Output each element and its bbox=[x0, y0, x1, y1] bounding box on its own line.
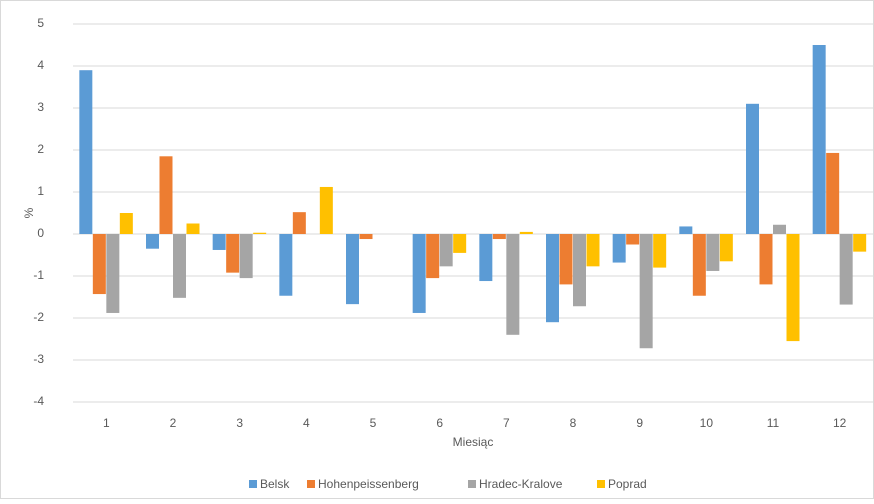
bar bbox=[839, 234, 853, 305]
x-tick-label: 12 bbox=[833, 416, 847, 430]
y-tick-label: 3 bbox=[37, 100, 44, 114]
x-tick-label: 1 bbox=[103, 416, 110, 430]
bar bbox=[692, 234, 706, 296]
legend-label: Belsk bbox=[260, 477, 290, 491]
bar bbox=[479, 234, 493, 282]
bar bbox=[612, 234, 626, 263]
bar bbox=[812, 45, 826, 234]
x-tick-label: 5 bbox=[370, 416, 377, 430]
bar bbox=[826, 152, 840, 234]
x-tick-label: 10 bbox=[700, 416, 714, 430]
x-tick-label: 3 bbox=[236, 416, 243, 430]
bar bbox=[719, 234, 733, 262]
legend-swatch bbox=[307, 480, 315, 488]
bar bbox=[559, 234, 573, 285]
legend-label: Hohenpeissenberg bbox=[318, 477, 419, 491]
bar bbox=[253, 232, 267, 234]
bar bbox=[546, 234, 559, 323]
bar bbox=[773, 224, 786, 234]
bar bbox=[492, 234, 506, 240]
legend-swatch bbox=[468, 480, 476, 488]
y-tick-label: -4 bbox=[33, 394, 44, 408]
x-axis-label: Miesiąc bbox=[453, 435, 494, 449]
legend-label: Hradec-Kralove bbox=[479, 477, 563, 491]
x-tick-label: 4 bbox=[303, 416, 310, 430]
y-tick-label: -2 bbox=[33, 310, 44, 324]
y-tick-label: 2 bbox=[37, 142, 44, 156]
bar bbox=[519, 231, 533, 234]
bar bbox=[573, 234, 586, 307]
bar bbox=[92, 234, 106, 295]
bar bbox=[212, 234, 226, 250]
bar bbox=[292, 212, 306, 234]
legend-swatch bbox=[249, 480, 257, 488]
x-tick-label: 9 bbox=[636, 416, 643, 430]
legend-label: Poprad bbox=[608, 477, 647, 491]
bar bbox=[853, 234, 867, 252]
bar bbox=[106, 234, 120, 313]
bar bbox=[319, 186, 333, 234]
bar bbox=[346, 234, 359, 305]
bar bbox=[439, 234, 453, 267]
bar bbox=[506, 234, 520, 335]
bar bbox=[159, 156, 173, 234]
bar bbox=[226, 234, 240, 273]
y-tick-label: 1 bbox=[37, 184, 44, 198]
y-tick-label: 4 bbox=[37, 58, 44, 72]
bar bbox=[186, 223, 200, 234]
bar bbox=[79, 70, 93, 234]
y-tick-label: -1 bbox=[33, 268, 44, 282]
bar bbox=[786, 234, 800, 342]
x-tick-label: 11 bbox=[767, 416, 780, 430]
y-tick-label: 0 bbox=[37, 226, 44, 240]
bar bbox=[706, 234, 720, 271]
bar bbox=[426, 234, 440, 279]
bar bbox=[639, 234, 653, 349]
bar bbox=[412, 234, 426, 313]
bar bbox=[759, 234, 773, 285]
bar bbox=[679, 226, 693, 234]
bar bbox=[586, 234, 600, 267]
bar bbox=[746, 103, 759, 234]
bar bbox=[653, 234, 667, 268]
x-tick-label: 2 bbox=[170, 416, 177, 430]
x-tick-label: 6 bbox=[436, 416, 443, 430]
y-tick-label: 5 bbox=[37, 16, 44, 30]
y-tick-label: -3 bbox=[33, 352, 44, 366]
bar bbox=[146, 234, 159, 249]
bar bbox=[173, 234, 186, 298]
bar bbox=[626, 234, 640, 245]
bar bbox=[239, 234, 253, 279]
bar bbox=[453, 234, 467, 253]
y-axis-label: % bbox=[22, 207, 36, 218]
bar bbox=[359, 234, 373, 240]
bar bbox=[119, 213, 133, 234]
x-tick-label: 8 bbox=[570, 416, 577, 430]
legend-swatch bbox=[597, 480, 605, 488]
x-tick-label: 7 bbox=[503, 416, 510, 430]
bar bbox=[279, 234, 293, 296]
